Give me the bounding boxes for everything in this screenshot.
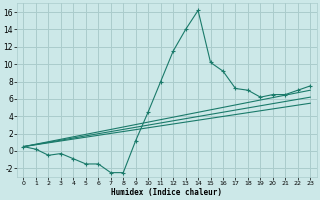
X-axis label: Humidex (Indice chaleur): Humidex (Indice chaleur) bbox=[111, 188, 222, 197]
